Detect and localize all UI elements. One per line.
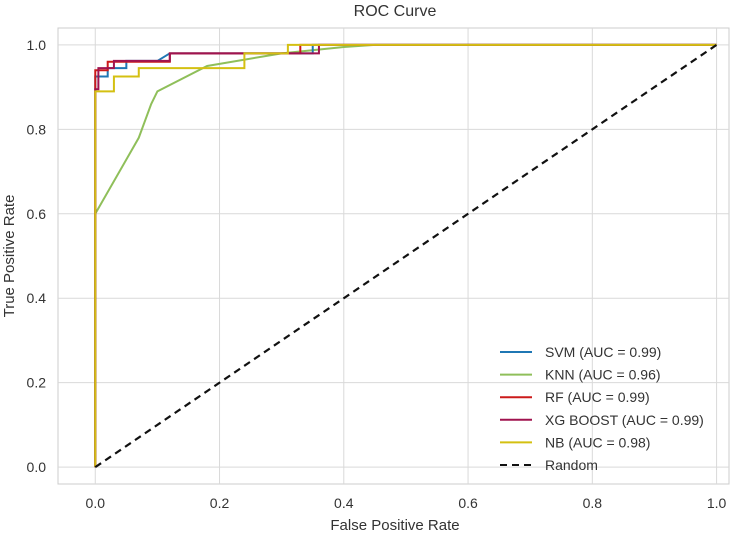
series-line-nb-auc-0-98 [94, 43, 717, 468]
y-tick-label: 0.0 [27, 459, 47, 475]
series-lines [94, 43, 718, 469]
x-tick-label: 0.0 [86, 495, 106, 511]
x-tick-label: 0.6 [458, 495, 478, 511]
series-line-random [94, 43, 718, 469]
plot-area [57, 27, 730, 485]
tick-labels: 0.0 0.2 0.4 0.6 0.8 1.0 0.0 0.2 0.4 0.6 0.8 1.0 [27, 37, 727, 511]
x-tick-label: 0.8 [583, 495, 603, 511]
x-axis-title: False Positive Rate [330, 517, 459, 534]
y-tick-label: 1.0 [27, 37, 47, 53]
series-line-xg-boost-auc-0-99 [94, 43, 717, 468]
series-line-knn-auc-0-96 [94, 43, 717, 468]
x-tick-label: 0.2 [210, 495, 230, 511]
y-tick-label: 0.2 [27, 375, 47, 391]
legend-label: SVM (AUC = 0.99) [545, 344, 661, 360]
x-tick-label: 1.0 [707, 495, 727, 511]
y-tick-label: 0.8 [27, 121, 47, 137]
y-tick-label: 0.6 [27, 206, 47, 222]
y-axis-title: True Positive Rate [1, 195, 18, 318]
chart-title: ROC Curve [354, 3, 437, 20]
legend-label: KNN (AUC = 0.96) [545, 367, 661, 383]
legend: SVM (AUC = 0.99) KNN (AUC = 0.96) RF (AUC … [500, 344, 704, 473]
legend-label: XG BOOST (AUC = 0.99) [545, 412, 704, 428]
y-tick-label: 0.4 [27, 290, 47, 306]
x-tick-label: 0.4 [334, 495, 354, 511]
legend-label: Random [545, 457, 598, 473]
grid [58, 28, 729, 484]
legend-label: NB (AUC = 0.98) [545, 434, 650, 450]
legend-label: RF (AUC = 0.99) [545, 389, 650, 405]
